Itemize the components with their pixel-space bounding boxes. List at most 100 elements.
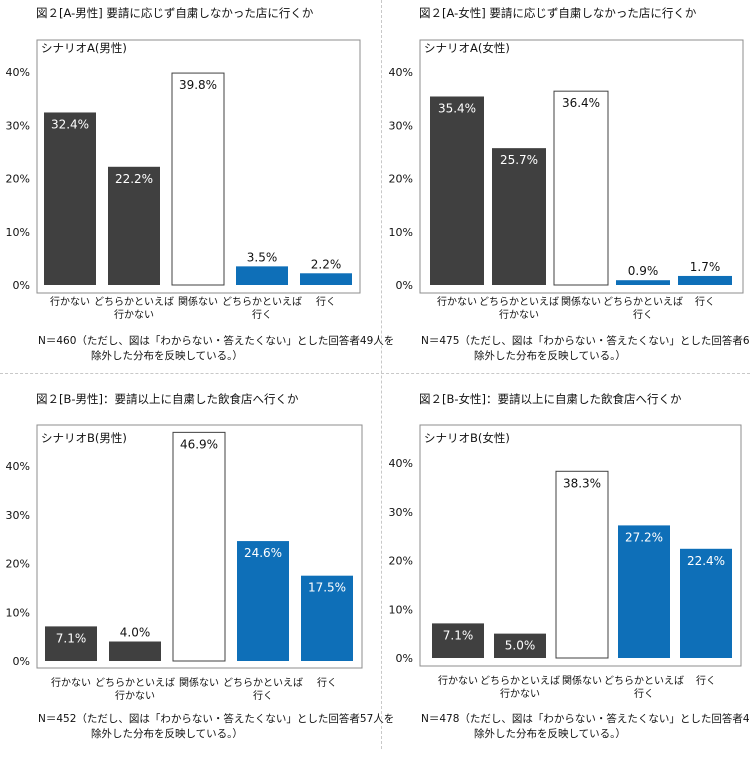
data-label: 24.6% bbox=[244, 546, 282, 560]
category-label-line: 行く bbox=[634, 687, 654, 700]
y-tick-label: 30% bbox=[389, 506, 413, 519]
plot-frame bbox=[419, 424, 742, 667]
data-label: 46.9% bbox=[180, 437, 218, 451]
bar bbox=[301, 575, 353, 661]
chart-note: N＝460（ただし、図は「わからない・答えたくない」とした回答者49人を 除外し… bbox=[38, 334, 394, 364]
category-label-line: 行かない bbox=[500, 687, 540, 700]
data-label: 7.1% bbox=[56, 631, 87, 645]
data-label: 25.7% bbox=[500, 153, 538, 167]
chart-title: 図２[A-女性] 要請に応じず自粛しなかった店に行くか bbox=[419, 6, 697, 20]
category-label: どちらかといえば行く bbox=[222, 296, 302, 321]
y-tick-label: 30% bbox=[6, 119, 30, 132]
chart-title: 図２[A-男性] 要請に応じず自粛しなかった店に行くか bbox=[36, 6, 314, 20]
note-line-1: N＝452（ただし、図は「わからない・答えたくない」とした回答者57人を bbox=[38, 713, 395, 725]
y-tick-label: 0% bbox=[396, 279, 413, 292]
category-label-line: どちらかといえば bbox=[604, 675, 684, 687]
category-label-line: どちらかといえば bbox=[223, 677, 303, 689]
plot-frame bbox=[36, 424, 363, 669]
category-label-line: どちらかといえば bbox=[222, 296, 302, 308]
scenario-label: シナリオA(男性) bbox=[41, 41, 127, 55]
category-label-line: どちらかといえば bbox=[480, 675, 560, 687]
chart-panel-a-female: 図２[A-女性] 要請に応じず自粛しなかった店に行くか シナリオA(女性) 0% 1… bbox=[383, 0, 750, 375]
category-label: 行く bbox=[696, 674, 716, 687]
bar-chart-svg: シナリオA(男性) 0% 10% 20% 30% 40% 32.4% 行かない 22.2% どちら… bbox=[6, 39, 361, 321]
category-label-line: 行かない bbox=[51, 676, 91, 689]
y-tick-label: 10% bbox=[6, 226, 30, 239]
category-label-line: 行かない bbox=[499, 308, 539, 321]
bar-chart-svg: シナリオA(女性) 0% 10% 20% 30% 40% 35.4% 行かない 25.7% どちら… bbox=[389, 39, 744, 321]
y-tick-label: 0% bbox=[13, 279, 30, 292]
category-label-line: 行かない bbox=[115, 689, 155, 702]
y-tick-label: 10% bbox=[389, 226, 413, 239]
chart-panel-b-female: 図２[B-女性]：要請以上に自粛した飲食店へ行くか シナリオB(女性) 0% 10%… bbox=[383, 386, 750, 761]
y-tick-label: 20% bbox=[6, 558, 30, 571]
note-line-2: 除外した分布を反映している。） bbox=[474, 350, 626, 362]
note-line-2: 除外した分布を反映している。） bbox=[91, 350, 243, 362]
y-tick-label: 40% bbox=[389, 457, 413, 470]
bar bbox=[171, 72, 225, 286]
data-label: 38.3% bbox=[563, 476, 601, 490]
bar bbox=[172, 431, 226, 662]
category-label: どちらかといえば行かない bbox=[95, 677, 175, 702]
chart-note: N＝452（ただし、図は「わからない・答えたくない」とした回答者57人を 除外し… bbox=[38, 712, 394, 742]
bar bbox=[236, 266, 288, 285]
category-label: 行く bbox=[316, 295, 336, 308]
data-label: 36.4% bbox=[562, 96, 600, 110]
note-line-1: N＝460（ただし、図は「わからない・答えたくない」とした回答者49人を bbox=[38, 335, 395, 347]
chart-panel-a-male: 図２[A-男性] 要請に応じず自粛しなかった店に行くか シナリオA(男性) 0% 1… bbox=[0, 0, 395, 375]
y-tick-label: 20% bbox=[389, 173, 413, 186]
category-label: 関係ない bbox=[562, 675, 602, 687]
data-label: 4.0% bbox=[120, 626, 151, 640]
category-label-line: 関係ない bbox=[561, 296, 601, 308]
bar bbox=[616, 280, 670, 285]
category-label: どちらかといえば行く bbox=[604, 675, 684, 700]
category-label-line: どちらかといえば bbox=[95, 677, 175, 689]
note-line-2: 除外した分布を反映している。） bbox=[474, 728, 626, 740]
chart-title: 図２[B-男性]：要請以上に自粛した飲食店へ行くか bbox=[36, 392, 299, 406]
category-label-line: 関係ない bbox=[178, 296, 218, 308]
data-label: 35.4% bbox=[438, 101, 476, 115]
data-label: 22.4% bbox=[687, 554, 725, 568]
y-tick-label: 10% bbox=[6, 606, 30, 619]
category-label-line: どちらかといえば bbox=[94, 296, 174, 308]
category-label-line: 行かない bbox=[114, 308, 154, 321]
bar bbox=[109, 641, 161, 661]
vertical-divider bbox=[381, 0, 382, 749]
y-tick-label: 20% bbox=[6, 173, 30, 186]
bar bbox=[237, 541, 289, 661]
category-label: 関係ない bbox=[179, 677, 219, 689]
y-tick-label: 30% bbox=[389, 119, 413, 132]
category-label-line: 行く bbox=[253, 689, 273, 702]
y-tick-label: 40% bbox=[6, 66, 30, 79]
category-label: どちらかといえば行かない bbox=[479, 296, 559, 321]
data-label: 3.5% bbox=[247, 250, 278, 264]
horizontal-divider bbox=[0, 373, 750, 374]
bar bbox=[553, 90, 609, 286]
data-label: 0.9% bbox=[628, 264, 659, 278]
note-line-2: 除外した分布を反映している。） bbox=[91, 728, 243, 740]
category-label-line: 行く bbox=[252, 308, 272, 321]
category-label-line: 行く bbox=[317, 676, 337, 689]
category-label-line: 行かない bbox=[438, 674, 478, 687]
plot-frame bbox=[419, 39, 744, 294]
category-label: どちらかといえば行く bbox=[603, 296, 683, 321]
bar bbox=[680, 548, 732, 658]
data-label: 27.2% bbox=[625, 530, 663, 544]
category-label-line: どちらかといえば bbox=[479, 296, 559, 308]
data-label: 32.4% bbox=[51, 117, 89, 131]
bar bbox=[430, 96, 484, 286]
category-label: 行く bbox=[695, 295, 715, 308]
chart-note: N＝475（ただし、図は「わからない・答えたくない」とした回答者65人を 除外し… bbox=[421, 334, 750, 364]
category-label-line: 行く bbox=[696, 674, 716, 687]
category-label-line: 関係ない bbox=[179, 677, 219, 689]
y-tick-label: 40% bbox=[389, 66, 413, 79]
bar bbox=[678, 275, 732, 285]
category-label: 関係ない bbox=[178, 296, 218, 308]
data-label: 7.1% bbox=[443, 628, 474, 642]
y-tick-label: 10% bbox=[389, 603, 413, 616]
bar bbox=[45, 626, 97, 661]
note-line-1: N＝475（ただし、図は「わからない・答えたくない」とした回答者65人を bbox=[421, 335, 750, 347]
category-label: 関係ない bbox=[561, 296, 601, 308]
data-label: 5.0% bbox=[505, 639, 536, 653]
bar bbox=[494, 633, 546, 658]
